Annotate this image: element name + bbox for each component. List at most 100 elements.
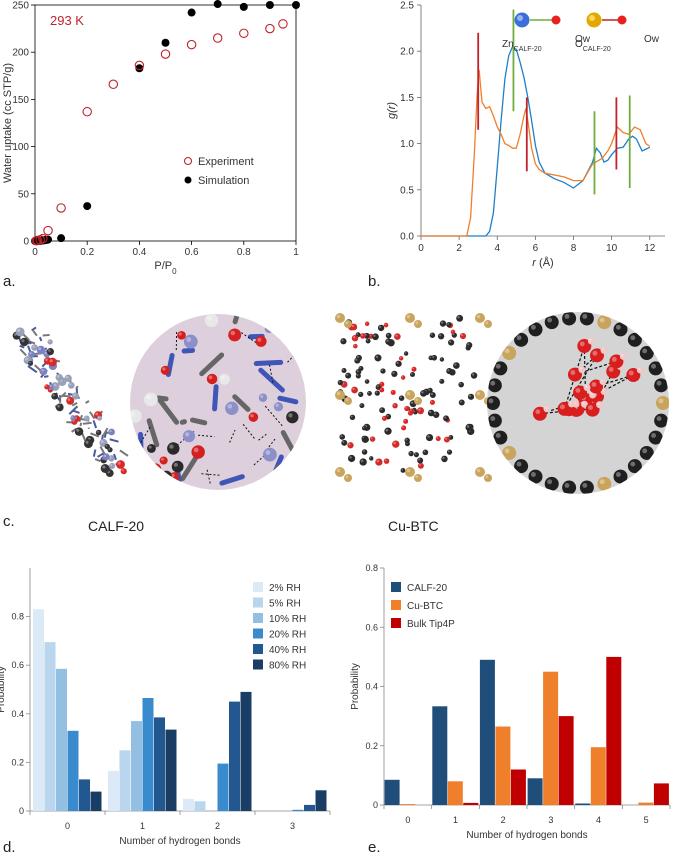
cubtc-atom-shine <box>367 391 370 394</box>
cubtc-atom <box>347 454 356 463</box>
bar-80-rh <box>315 790 327 811</box>
bar-cu-btc <box>638 802 654 805</box>
cubtc-atom-shine <box>430 393 434 396</box>
cubtc-atom <box>432 411 440 418</box>
cubtc-atom-shine <box>376 459 380 463</box>
cubtc-cu-atom-shine <box>336 468 341 473</box>
cubtc-atom <box>467 393 475 400</box>
cubtc-zoom-water-hydrogen-shine <box>584 385 588 388</box>
cubtc-atom <box>427 387 433 394</box>
bar-2-rh <box>183 798 194 811</box>
cubtc-atom-shine <box>341 339 344 342</box>
legend-o-ow-label: Ow <box>644 34 660 45</box>
chart-d-hbond-calf20: 0 0.2 0.4 0.6 0.8 0 1 2 3 Number of hydrogen bond… <box>0 568 331 847</box>
chart-a-xtick-label: 0.4 <box>132 247 146 258</box>
cubtc-atom-shine <box>361 334 364 337</box>
cubtc-atom-shine <box>440 358 443 360</box>
cubtc-atom <box>395 360 402 367</box>
cubtc-atom-shine <box>360 459 364 463</box>
cubtc-zoom-framework-atom <box>502 445 517 460</box>
calf20-zoom-atom-shine <box>227 403 233 409</box>
cubtc-atom <box>465 423 473 432</box>
calf20-zoom-hbond <box>147 320 166 332</box>
cubtc-zoom-water-oxygen <box>573 385 588 400</box>
bar-bulk-tip4p <box>558 716 574 805</box>
calf20-bond <box>82 421 92 425</box>
calf20-atom-shine <box>100 440 104 444</box>
cubtc-atom <box>459 333 467 340</box>
calf20-atom-shine <box>17 328 21 333</box>
cubtc-atom <box>358 365 364 372</box>
calf20-atom-shine <box>71 416 74 419</box>
cubtc-atom-shine <box>459 400 462 403</box>
cubtc-atom-shine <box>381 369 384 372</box>
cubtc-atom-shine <box>447 450 450 453</box>
cubtc-zoom-framework-atom-shine <box>582 313 588 319</box>
calf20-atom <box>70 415 76 421</box>
simulation-point <box>57 234 66 243</box>
cubtc-atom <box>350 323 358 331</box>
cubtc-atom <box>450 329 456 335</box>
cubtc-zoom-water-hydrogen-shine <box>589 338 592 342</box>
calf20-zoom-circle-image <box>130 314 306 490</box>
cubtc-atom <box>360 333 366 339</box>
cubtc-atom-shine <box>429 356 431 359</box>
calf20-atom <box>51 392 59 400</box>
calf20-atom-shine <box>105 444 108 447</box>
cubtc-zoom-framework-atom <box>627 332 642 347</box>
calf20-zoom-bond <box>258 367 285 393</box>
calf20-zoom-atom-shine <box>169 444 174 449</box>
cubtc-zoom-framework-atom-shine <box>530 472 536 477</box>
calf20-atom <box>108 428 115 436</box>
cubtc-atom-shine <box>457 316 460 319</box>
cubtc-atom-shine <box>467 343 470 346</box>
cubtc-zoom-framework-atom-shine <box>488 398 494 404</box>
chart-b-xtick-label: 2 <box>456 243 462 254</box>
calf20-bond <box>94 458 101 462</box>
cubtc-atom-shine <box>401 376 404 378</box>
calf20-zoom-atom <box>258 393 268 402</box>
calf20-atom-shine <box>32 345 35 348</box>
chart-a-ytick-label: 0 <box>23 237 29 248</box>
cubtc-zoom-framework-atom-shine <box>564 482 570 488</box>
cubtc-atom <box>391 370 398 377</box>
cubtc-atom-shine <box>352 387 355 391</box>
chart-b-ytick-label: 1.5 <box>400 93 414 104</box>
calf20-zoom-bond <box>151 314 172 323</box>
cubtc-zoom-framework-atom <box>544 315 559 330</box>
calf20-zoom-atom-shine <box>171 473 175 478</box>
cubtc-zoom-framework-atom-shine <box>564 313 570 319</box>
chart-a-xtick-label: 0.8 <box>237 247 251 258</box>
calf20-zoom-atom <box>183 334 198 349</box>
cubtc-cu-atom <box>405 390 415 400</box>
cubtc-atom <box>379 407 386 414</box>
cubtc-atom <box>372 333 379 341</box>
calf20-zoom-bond <box>286 334 302 349</box>
calf20-atom-shine <box>28 361 31 364</box>
legend-swatch <box>391 600 401 610</box>
cubtc-zoom-framework-atom <box>597 476 612 491</box>
cubtc-cu-atom-shine <box>476 314 481 319</box>
chart-a-xlabel: P/P0 <box>154 260 177 276</box>
cubtc-atom-shine <box>355 358 358 361</box>
cubtc-zoom-framework-atom <box>613 469 628 484</box>
bar-cu-btc <box>447 781 463 805</box>
cubtc-cu-atom <box>414 474 422 482</box>
cubtc-atom <box>351 386 358 394</box>
cubtc-zoom-water-hydrogen-shine <box>544 406 548 409</box>
calf20-zoom-atom-shine <box>161 457 164 461</box>
calf20-atom <box>74 427 84 436</box>
calf20-zoom-atom-shine <box>166 479 172 485</box>
calf20-zoom-atom <box>218 373 230 385</box>
bar-10-rh <box>131 721 142 811</box>
calf20-zoom-bond <box>275 465 296 484</box>
cubtc-atom <box>466 342 473 349</box>
cubtc-zoom-framework-atom-shine <box>599 317 605 323</box>
chart-b-ytick-label: 2.5 <box>400 1 414 12</box>
panel-d-letter: d. <box>3 839 16 856</box>
calf20-bond <box>113 453 117 461</box>
cubtc-atom <box>380 368 386 374</box>
cubtc-atom-shine <box>401 468 404 471</box>
cubtc-zoom-water-hydrogen <box>599 378 607 386</box>
chart-b-xtick-label: 0 <box>418 243 424 254</box>
